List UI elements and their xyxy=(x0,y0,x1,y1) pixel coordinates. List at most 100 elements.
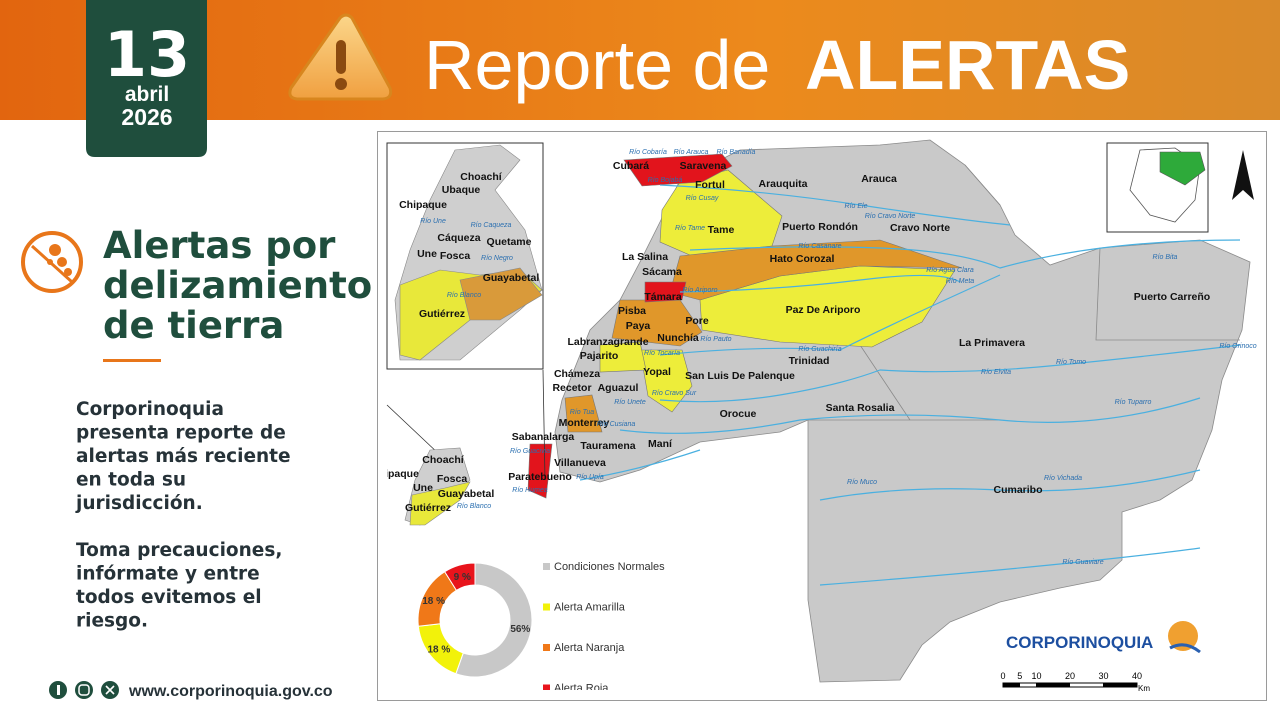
inset-river-label: Río Une xyxy=(420,218,446,225)
inset-place-label: Fosca xyxy=(440,250,471,262)
shape xyxy=(679,274,961,293)
website[interactable]: www.corporinoquia.gov.co xyxy=(128,683,333,700)
logo-emblem xyxy=(1168,621,1198,651)
date-year: 2026 xyxy=(121,104,172,130)
text-line: en toda su xyxy=(76,470,186,491)
place-label: Yopal xyxy=(643,366,671,378)
river-label: Río Ariporo xyxy=(682,287,717,294)
region-yellow xyxy=(599,341,647,373)
shape xyxy=(619,397,1201,434)
text-line: delizamiento xyxy=(103,264,372,307)
text-line: Alertas por xyxy=(103,224,336,267)
river-label: Río Agua Clara xyxy=(926,267,974,274)
title-light: Reporte de xyxy=(424,26,770,104)
text-line: Toma precauciones, xyxy=(76,540,282,561)
scale-label: 0 xyxy=(1000,671,1005,681)
river-label: Río Guaviare xyxy=(1062,559,1103,566)
value-label: 18 % xyxy=(428,645,451,656)
shape xyxy=(579,449,701,481)
place-label: Trinidad xyxy=(789,355,830,367)
shape xyxy=(386,369,546,481)
warning-icon xyxy=(288,13,393,101)
paragraph: Corporinoquia presenta reporte dealertas … xyxy=(75,399,291,514)
place-label: Recetor xyxy=(552,382,591,394)
legend-swatch xyxy=(543,684,550,690)
place-label: Tame xyxy=(708,224,735,236)
text-line: presenta reporte de xyxy=(76,423,286,444)
scale-labels: 0 5 10 20 30 40 Km xyxy=(1000,671,1150,693)
shape xyxy=(75,681,93,699)
place-label: La Salina xyxy=(622,251,668,263)
legend-label: Alerta Naranja xyxy=(554,642,625,654)
region-red xyxy=(623,153,733,187)
shape xyxy=(336,40,346,74)
place-label: Arauquita xyxy=(758,178,807,190)
inset-place-label: Choachí xyxy=(460,171,503,183)
place-label: Nunchía xyxy=(657,332,699,344)
region-orange xyxy=(564,394,603,433)
text-line: riesgo. xyxy=(76,611,148,632)
place-label: Villanueva xyxy=(554,457,606,469)
region-red xyxy=(644,281,687,303)
place-label: Puerto Carreño xyxy=(1134,291,1210,303)
river-label: Río Bojabá xyxy=(648,177,683,184)
region-yellow xyxy=(639,349,693,413)
river-label: Río Muco xyxy=(847,479,877,486)
scale-label: 20 xyxy=(1065,671,1075,681)
place-label: Labranzagrande xyxy=(567,336,648,348)
inset-river-label: Río Blanco xyxy=(457,503,491,510)
scale-unit: Km xyxy=(1138,684,1150,693)
place-label: Cubará xyxy=(613,160,649,172)
inset-place-label: Guayabetal xyxy=(483,272,540,284)
inset-place-label: Fosca xyxy=(437,473,468,485)
river-label: Río Unete xyxy=(614,399,646,406)
river-label: Río Vichada xyxy=(1044,475,1082,482)
river-label: Río Tomo xyxy=(1056,359,1086,366)
place-label: Paratebueno xyxy=(508,471,572,483)
place-label: Hato Corozal xyxy=(770,253,835,265)
text-line: Corporinoquia xyxy=(76,399,224,420)
place-label: Orocue xyxy=(720,408,757,420)
place-label: Pajarito xyxy=(580,350,619,362)
place-label: San Luis De Palenque xyxy=(685,370,795,382)
place-label: Saravena xyxy=(680,160,727,172)
legend-swatch xyxy=(543,563,550,570)
place-labels: Cubará Saravena Fortul Arauquita Arauca Tame P… xyxy=(371,149,1257,566)
shape xyxy=(64,268,72,276)
shape xyxy=(57,685,60,695)
inset-place-label: Gutiérrez xyxy=(405,502,451,514)
shape xyxy=(335,78,347,90)
text-line: alertas más reciente xyxy=(76,446,291,467)
donut-slice xyxy=(444,562,476,592)
donut-slice xyxy=(455,562,533,678)
scale-label: 10 xyxy=(1031,671,1041,681)
river-label: Río Cusiana xyxy=(597,421,636,428)
shape xyxy=(404,447,471,526)
legend-swatch xyxy=(543,644,550,651)
value-label: 9 % xyxy=(454,572,471,583)
value-label: 56% xyxy=(510,624,530,635)
social-icons xyxy=(49,681,119,699)
shape xyxy=(78,684,90,696)
heading-rule xyxy=(103,359,161,362)
river-label: Río Cravo Norte xyxy=(865,213,916,220)
river-label: Río Cusay xyxy=(686,195,719,202)
inset-place-label: Chipaque xyxy=(371,468,419,480)
scale-label: 40 xyxy=(1132,671,1142,681)
place-label: Cravo Norte xyxy=(890,222,950,234)
shape xyxy=(819,547,1201,586)
shape xyxy=(47,259,53,265)
place-label: Chámeza xyxy=(554,368,600,380)
north-arrow xyxy=(1232,150,1254,200)
scale-bar xyxy=(1002,682,1138,688)
inset-river-label: Río Negro xyxy=(481,255,513,262)
place-label: Fortul xyxy=(695,179,725,191)
inset-place-label: Quetame xyxy=(487,236,532,248)
place-label: Santa Rosalia xyxy=(826,402,895,414)
river-label: Río Guacivia xyxy=(510,448,550,455)
river-label: Río Ele xyxy=(845,203,868,210)
river-label: Río Elvita xyxy=(981,369,1011,376)
